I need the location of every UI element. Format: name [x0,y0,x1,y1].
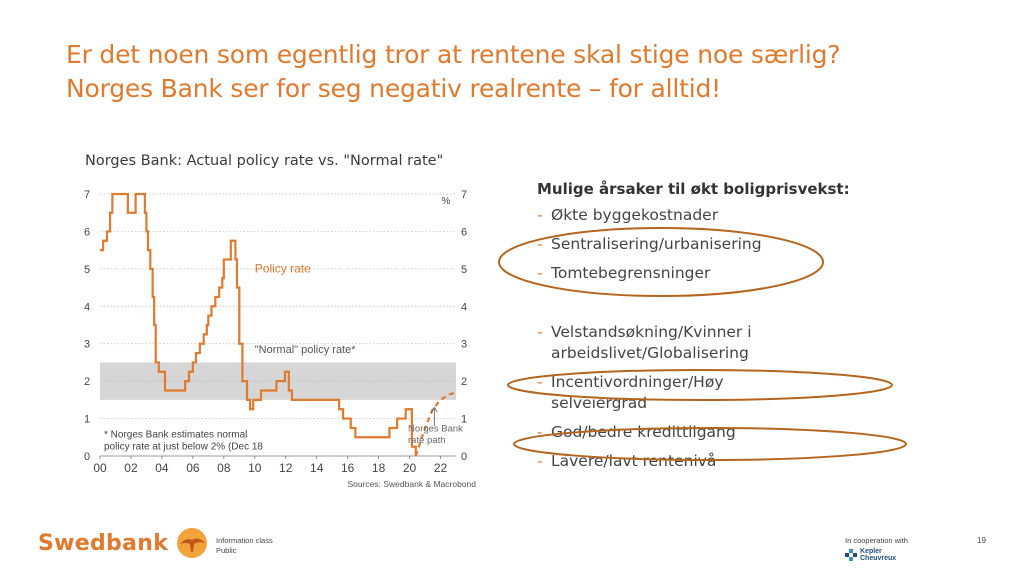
reasons-group-2: - Velstandsøkning/Kvinner i arbeidslivet/… [537,322,817,472]
y-tick-label-left: 7 [84,189,90,201]
page-number: 19 [977,536,986,545]
x-tick-label: 02 [124,461,138,475]
slide-title: Er det noen som egentlig tror at rentene… [66,38,966,106]
y-tick-label-right: 0 [461,451,467,463]
bullet-dash: - [537,206,543,224]
y-tick-label-left: 4 [84,301,90,313]
reason-item: - Sentralisering/urbanisering [537,234,867,255]
policy-rate-label: Policy rate [255,262,311,276]
info-class-value: Public [216,546,237,555]
title-line-2: Norges Bank ser for seg negativ realrent… [66,74,721,103]
x-tick-label: 08 [217,461,231,475]
reason-text: Sentralisering/urbanisering [551,235,762,253]
x-tick-label: 10 [248,461,262,475]
policy-rate-chart: 0 01 12 23 34 45 56 67 700 02 04 06 08 10 12 14 16 18 20 22… [84,189,476,489]
brand-name: Swedbank [38,530,169,556]
reason-item: - Lavere/lavt rentenivå [537,451,817,472]
x-tick-label: 18 [372,461,386,475]
y-tick-label-left: 6 [84,226,90,238]
reason-text: Incentivordninger/Høy selveiergrad [551,373,724,412]
bullet-dash: - [537,264,543,282]
tree-logo-icon [177,528,208,558]
x-tick-label: 22 [434,461,448,475]
x-tick-label: 16 [341,461,355,475]
y-tick-label-right: 4 [461,301,467,313]
y-tick-label-right: 7 [461,189,467,201]
rate-path-label-2: rate path [408,435,446,446]
information-class: Information class Public [216,536,273,556]
reasons-heading: Mulige årsaker til økt boligprisvekst: [537,180,850,198]
y-tick-label-right: 3 [461,339,467,351]
policy-rate-line [100,192,417,456]
partner-logo-icon [845,549,857,561]
reason-item: - Incentivordninger/Høy selveiergrad [537,372,817,414]
x-tick-label: 14 [310,461,324,475]
y-tick-label-right: 6 [461,226,467,238]
x-tick-label: 20 [403,461,417,475]
partner-name-line-1: Kepler [860,548,882,555]
footnote-line-1: * Norges Bank estimates normal [104,429,247,440]
rate-path-label-1: Norges Bank [408,424,463,435]
x-tick-label: 06 [186,461,200,475]
bullet-dash: - [537,373,543,391]
normal-rate-label: "Normal" policy rate* [255,344,356,356]
title-line-1: Er det noen som egentlig tror at rentene… [66,40,841,69]
y-tick-label-left: 3 [84,339,90,351]
y-tick-label-left: 0 [84,451,90,463]
bullet-dash: - [537,423,543,441]
bullet-dash: - [537,452,543,470]
reason-item: - God/bedre kredittilgang [537,422,817,443]
reason-text: God/bedre kredittilgang [551,423,736,441]
x-tick-label: 00 [93,461,107,475]
reasons-group-1: - Økte byggekostnader - Sentralisering/urba… [537,205,867,284]
reason-text: Tomtebegrensninger [551,264,711,282]
reasons-panel: Mulige årsaker til økt boligprisvekst: -… [537,180,867,472]
sources-label: Sources: Swedbank & Macrobond [347,479,476,489]
x-tick-label: 04 [155,461,169,475]
footnote-line-2: policy rate at just below 2% (Dec 18 [104,441,263,452]
y-tick-label-right: 5 [461,264,467,276]
rate-path-arrowhead [430,406,438,413]
rate-path-line [414,391,457,457]
cooperation-label: In cooperation with [845,536,908,545]
info-class-label: Information class [216,536,273,545]
y-tick-label-left: 1 [84,414,90,426]
y-tick-label-right: 2 [461,376,467,388]
reason-item: - Økte byggekostnader [537,205,867,226]
reason-item: - Tomtebegrensninger [537,263,867,284]
reason-text: Økte byggekostnader [551,206,719,224]
swedbank-logo: Swedbank [38,527,212,559]
bullet-dash: - [537,235,543,253]
partner-name-line-2: Cheuvreux [860,555,897,562]
y-tick-label-left: 2 [84,376,90,388]
partner-logo: Kepler Cheuvreux [845,548,896,562]
chart-title: Norges Bank: Actual policy rate vs. "Nor… [85,153,444,169]
x-tick-label: 12 [279,461,293,475]
reason-text: Lavere/lavt rentenivå [551,452,717,470]
y-tick-label-left: 5 [84,264,90,276]
reason-text: Velstandsøkning/Kvinner i arbeidslivet/G… [551,323,752,362]
y-tick-label-right: 1 [461,414,467,426]
bullet-dash: - [537,323,543,341]
reason-item: - Velstandsøkning/Kvinner i arbeidslivet/… [537,322,817,364]
unit-label: % [442,196,451,207]
